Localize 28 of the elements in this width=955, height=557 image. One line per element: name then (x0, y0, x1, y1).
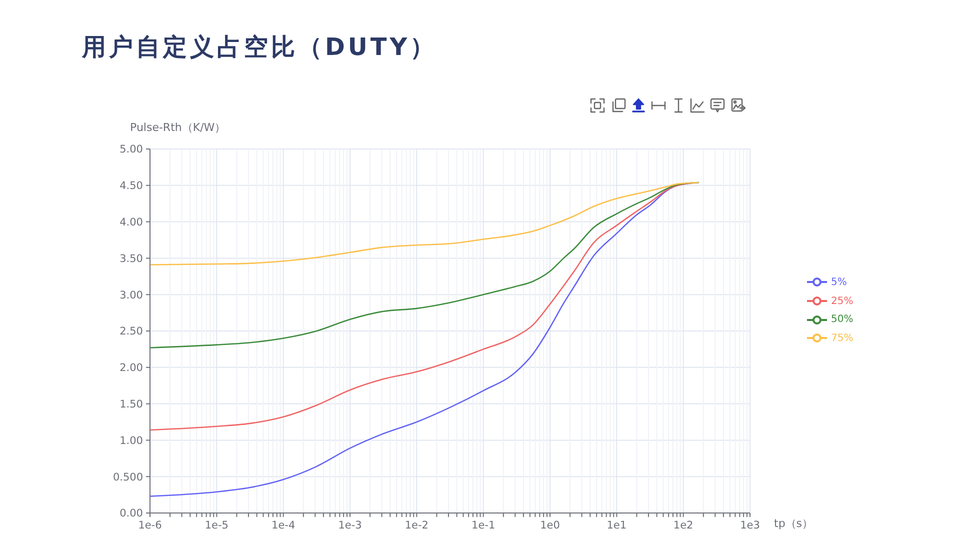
y-tick-label: 5.00 (120, 144, 143, 156)
legend-label: 50% (831, 314, 854, 326)
y-tick-label: 3.50 (120, 252, 143, 265)
x-tick-label: 1e3 (740, 519, 760, 532)
y-tick-label: 0.500 (112, 471, 143, 484)
y-tick-label: 0.00 (120, 508, 143, 520)
x-tick-label: 1e-4 (272, 519, 296, 532)
x-tick-label: 1e-6 (138, 519, 162, 532)
x-axis-title: tp（s） (774, 517, 814, 531)
x-tick-label: 1e0 (540, 519, 560, 532)
y-tick-label: 1.50 (120, 398, 143, 411)
chart-title: 用户自定义占空比（DUTY） (82, 32, 438, 62)
x-tick-label: 1e-2 (404, 519, 428, 532)
y-tick-label: 2.50 (120, 326, 143, 338)
x-tick-label: 1e2 (673, 519, 694, 532)
legend-label: 5% (831, 276, 847, 288)
y-tick-label: 3.00 (120, 289, 143, 302)
legend-label: 25% (831, 296, 854, 307)
x-tick-label: 1e-5 (204, 519, 228, 532)
x-tick-label: 1e-3 (338, 519, 362, 532)
y-axis-title: Pulse-Rth（K/W） (130, 121, 226, 135)
x-tick-label: 1e-1 (472, 519, 496, 532)
x-tick-label: 1e1 (606, 519, 627, 532)
y-tick-label: 1.00 (120, 434, 143, 447)
y-tick-label: 4.00 (120, 216, 143, 229)
y-tick-label: 2.00 (120, 362, 143, 374)
y-tick-label: 4.50 (120, 180, 143, 192)
legend-label: 75% (831, 332, 854, 344)
